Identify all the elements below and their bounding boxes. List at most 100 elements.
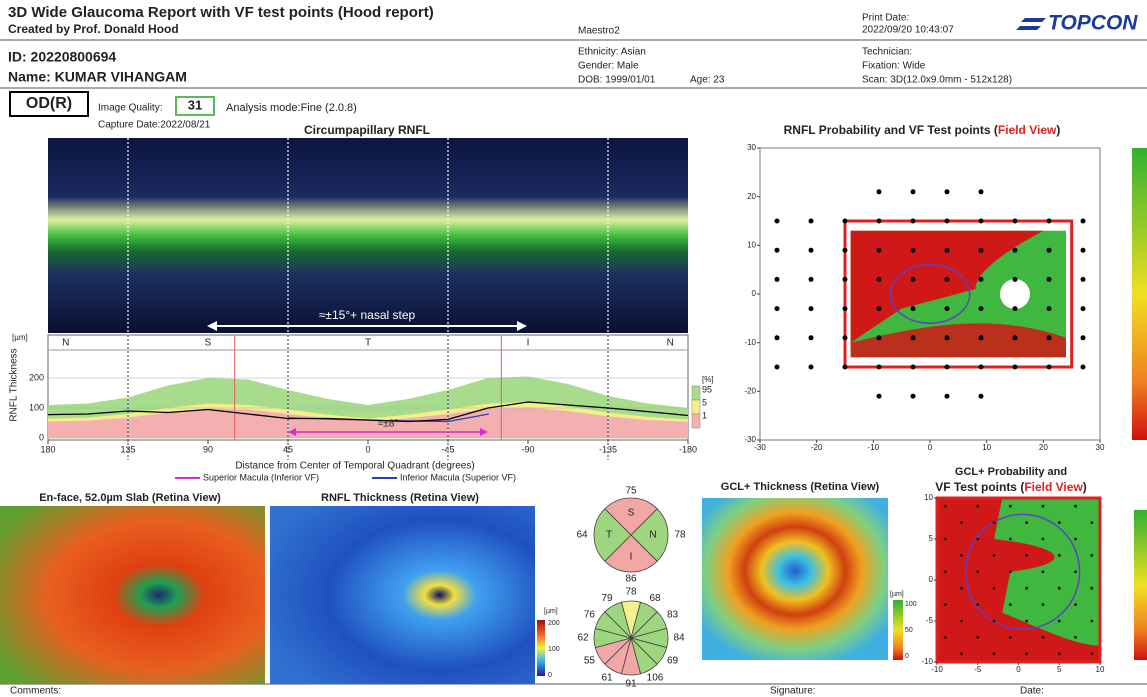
- vf-test-point: [1025, 620, 1028, 623]
- vf-test-point: [877, 365, 882, 370]
- x-tick-label: 180: [40, 444, 55, 454]
- vf-test-point: [945, 365, 950, 370]
- y-tick-label: 10: [924, 493, 933, 502]
- eye: OD(R): [26, 95, 72, 112]
- vf-test-point: [960, 521, 963, 524]
- vf-test-point: [1009, 538, 1012, 541]
- percentile-swatch: [692, 414, 700, 428]
- annotation: ≈±8°: [378, 419, 399, 430]
- x-tick-label: 10: [1096, 665, 1105, 674]
- vf-test-point: [1047, 365, 1052, 370]
- vf-test-point: [1090, 521, 1093, 524]
- panel-title: RNFL Thickness (Retina View): [321, 492, 479, 504]
- enface-image: [0, 506, 265, 684]
- clock-value: 83: [667, 610, 679, 621]
- section-title: Circumpapillary RNFL: [304, 123, 430, 137]
- vf-test-point: [944, 538, 947, 541]
- vf-test-point: [1047, 335, 1052, 340]
- scale-label: 0: [905, 653, 909, 660]
- y-tick-label: 100: [29, 402, 44, 412]
- vf-test-point: [945, 189, 950, 194]
- vf-test-point: [945, 335, 950, 340]
- x-tick-label: 20: [1039, 443, 1048, 452]
- scale-unit: [µm]: [890, 591, 904, 598]
- title-part: ): [1083, 480, 1087, 494]
- vf-test-point: [1042, 603, 1045, 606]
- title-part: RNFL Probability and VF Test points (: [784, 123, 998, 137]
- percentile-label: 95: [702, 384, 712, 394]
- vf-test-point: [809, 306, 814, 311]
- vf-test-point: [809, 335, 814, 340]
- color-scale: [1134, 510, 1147, 660]
- vf-test-point: [1042, 636, 1045, 639]
- scale-label: 0: [548, 672, 552, 679]
- clock-value: 79: [601, 593, 613, 604]
- vf-test-point: [1025, 652, 1028, 655]
- vf-test-point: [877, 335, 882, 340]
- x-tick-label: 10: [982, 443, 991, 452]
- vf-test-point: [1081, 365, 1086, 370]
- clock-value: 84: [673, 633, 685, 644]
- vf-test-point: [1047, 277, 1052, 282]
- report: 3D Wide Glaucoma Report with VF test poi…: [0, 0, 1147, 697]
- vf-test-point: [877, 277, 882, 282]
- vf-test-point: [1013, 306, 1018, 311]
- vf-test-point: [1090, 652, 1093, 655]
- panel-title: RNFL Probability and VF Test points (Fie…: [784, 123, 1061, 137]
- analysis-mode: Analysis mode:Fine (2.0.8): [226, 102, 357, 114]
- optic-disc: [1000, 279, 1030, 309]
- vf-test-point: [1081, 277, 1086, 282]
- quadrant-value: 86: [625, 574, 637, 585]
- age: Age: 23: [690, 75, 725, 86]
- vf-test-point: [911, 335, 916, 340]
- clock-value: 69: [667, 656, 679, 667]
- vf-test-point: [1074, 570, 1077, 573]
- sector-label: I: [527, 338, 530, 349]
- clock-value: 91: [625, 679, 637, 690]
- vf-test-point: [1042, 570, 1045, 573]
- capture-date: Capture Date:2022/08/21: [98, 120, 211, 131]
- x-tick-label: 0: [928, 443, 933, 452]
- vf-test-point: [944, 570, 947, 573]
- vf-test-point: [1058, 554, 1061, 557]
- percentile-unit: [%]: [702, 375, 714, 384]
- vf-test-point: [1058, 652, 1061, 655]
- vf-test-point: [809, 277, 814, 282]
- annotation: ≈±15°+ nasal step: [319, 308, 416, 322]
- color-scale: [893, 600, 903, 660]
- vf-test-point: [1074, 603, 1077, 606]
- vf-test-point: [1074, 636, 1077, 639]
- panel-title: En-face, 52.0µm Slab (Retina View): [39, 492, 221, 504]
- technician: Technician:: [862, 47, 912, 58]
- sector-letter: S: [628, 508, 635, 519]
- legend-label: Superior Macula (Inferior VF): [203, 472, 319, 482]
- vf-test-point: [1047, 306, 1052, 311]
- vf-test-point: [1009, 505, 1012, 508]
- vf-test-point: [1025, 554, 1028, 557]
- gcl-map-image: [702, 498, 888, 660]
- clock-value: 55: [584, 656, 596, 667]
- scale-label: 50: [905, 627, 913, 634]
- x-tick-label: -10: [868, 443, 880, 452]
- x-tick-label: 90: [203, 444, 213, 454]
- clock-value: 76: [584, 610, 596, 621]
- color-scale: [1132, 148, 1147, 440]
- vf-test-point: [809, 219, 814, 224]
- vf-test-point: [944, 603, 947, 606]
- vf-test-point: [1074, 505, 1077, 508]
- vf-test-point: [1081, 219, 1086, 224]
- x-tick-label: 5: [1057, 665, 1062, 674]
- fixation: Fixation: Wide: [862, 61, 926, 72]
- sector-label: N: [62, 338, 69, 349]
- vf-test-point: [960, 620, 963, 623]
- vf-test-point: [1009, 603, 1012, 606]
- vf-test-point: [1013, 365, 1018, 370]
- panel-title: GCL+ Thickness (Retina View): [721, 481, 880, 493]
- footer-label: Date:: [1020, 686, 1044, 697]
- sector-label: S: [205, 338, 212, 349]
- vf-test-point: [979, 335, 984, 340]
- footer-label: Comments:: [10, 686, 61, 697]
- image-quality: 31: [188, 97, 202, 112]
- patient-name: Name: KUMAR VIHANGAM: [8, 69, 187, 85]
- y-tick-label: -10: [921, 657, 933, 666]
